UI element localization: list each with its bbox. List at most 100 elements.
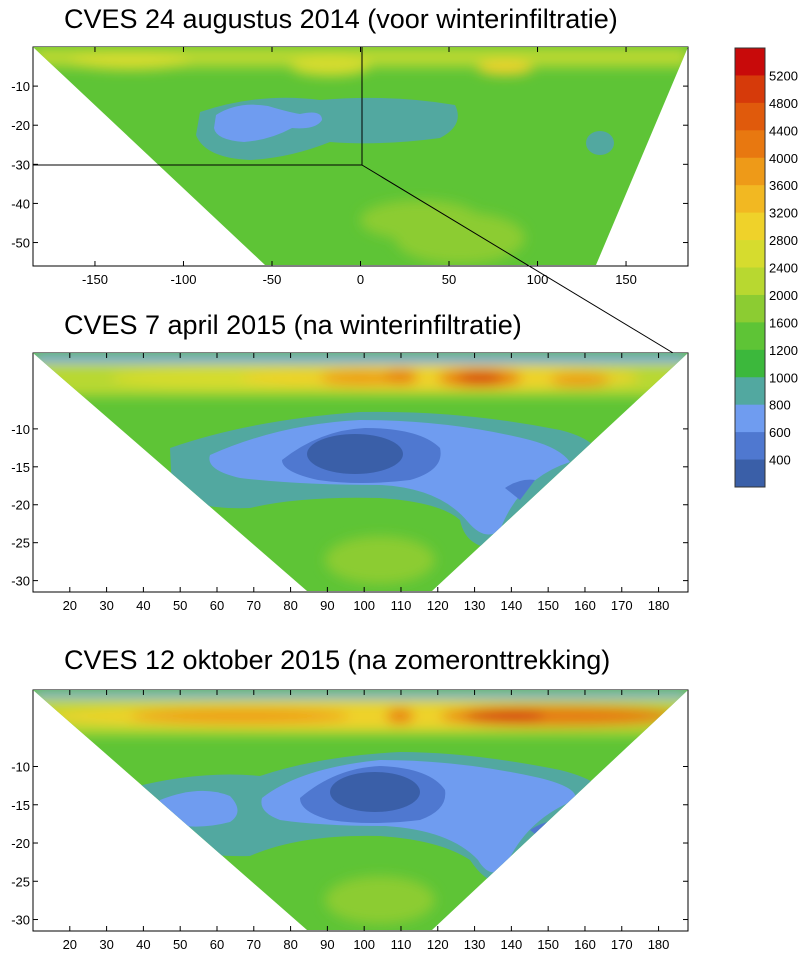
colorbar-label: 5200 — [769, 68, 798, 83]
x-tick-label: 140 — [501, 598, 523, 613]
x-tick-label: 110 — [391, 937, 412, 952]
x-tick-label: 40 — [136, 937, 150, 952]
x-tick-label: 150 — [537, 937, 559, 952]
x-tick-label: 0 — [357, 272, 364, 287]
colorbar-label: 1000 — [769, 370, 798, 385]
zoom-connector-line — [361, 164, 689, 363]
x-tick-label: 100 — [353, 937, 375, 952]
x-tick-label: 160 — [574, 937, 596, 952]
x-tick-label: 170 — [611, 598, 633, 613]
colorbar-label: 3200 — [769, 206, 798, 221]
x-tick-label: 110 — [391, 598, 412, 613]
y-tick-label: -30 — [11, 574, 30, 589]
x-tick-label: 120 — [427, 937, 449, 952]
panel-axes: -150 -100 -50 0 50 100 150 -10 -20 -30 -40 -50 — [11, 47, 688, 287]
x-tick-label: -100 — [170, 272, 196, 287]
x-tick-label: 70 — [247, 937, 261, 952]
colorbar-swatch — [735, 75, 765, 104]
x-tick-label: 80 — [283, 598, 297, 613]
x-tick-label: -150 — [82, 272, 108, 287]
x-tick-label: 100 — [527, 272, 549, 287]
colorbar-swatch — [735, 294, 765, 323]
colorbar-label: 2000 — [769, 288, 798, 303]
colorbar-label: 4800 — [769, 96, 798, 111]
x-tick-label: 180 — [648, 598, 670, 613]
colorbar-swatch — [735, 48, 765, 76]
x-tick-label: 170 — [611, 937, 633, 952]
x-tick-label: 40 — [136, 598, 150, 613]
colorbar-swatch — [735, 212, 765, 241]
colorbar-swatch — [735, 404, 765, 433]
x-tick-label: 30 — [99, 937, 113, 952]
x-tick-label: 80 — [283, 937, 297, 952]
colorbar-label: 3600 — [769, 178, 798, 193]
x-tick-label: 130 — [464, 598, 486, 613]
x-tick-label: 50 — [173, 937, 187, 952]
x-tick-label: 120 — [427, 598, 449, 613]
y-tick-label: -25 — [11, 536, 30, 551]
x-tick-label: 20 — [63, 598, 77, 613]
x-tick-label: 90 — [320, 937, 334, 952]
colorbar-swatch — [735, 157, 765, 186]
panel-aug-2014: CVES 24 augustus 2014 (voor winterinfilt… — [11, 4, 689, 287]
colorbar-swatch — [735, 267, 765, 296]
x-tick-label: 180 — [648, 937, 670, 952]
y-tick-label: -30 — [11, 157, 30, 172]
y-tick-label: -15 — [11, 460, 30, 475]
colorbar-label: 800 — [769, 398, 791, 413]
panel-oct-2015: CVES 12 oktober 2015 (na zomeronttrekkin… — [11, 645, 689, 952]
y-tick-label: -30 — [11, 913, 30, 928]
colorbar-frame — [734, 47, 766, 488]
colorbar-swatch — [735, 349, 765, 378]
x-tick-label: 140 — [501, 937, 523, 952]
colorbar-label: 400 — [769, 453, 791, 468]
x-tick-label: 90 — [320, 598, 334, 613]
y-tick-label: -10 — [11, 79, 30, 94]
y-tick-label: -10 — [11, 760, 30, 775]
x-tick-label: 60 — [210, 937, 224, 952]
y-tick-label: -20 — [11, 118, 30, 133]
y-tick-label: -25 — [11, 874, 30, 889]
panel-apr-2015: CVES 7 april 2015 (na winterinfiltratie) — [11, 310, 689, 613]
x-tick-label: 60 — [210, 598, 224, 613]
panel-title: CVES 7 april 2015 (na winterinfiltratie) — [64, 310, 522, 340]
panel-axes: 20 30 40 50 60 70 80 90 100 110 120 130 140 150 160 170… — [11, 353, 688, 613]
x-tick-label: 130 — [464, 937, 486, 952]
colorbar-label: 2800 — [769, 233, 798, 248]
colorbar-swatch — [735, 432, 765, 461]
y-tick-label: -15 — [11, 798, 30, 813]
colorbar-label: 4000 — [769, 151, 798, 166]
y-tick-label: -50 — [11, 236, 30, 251]
colorbar-swatch — [735, 459, 765, 488]
x-tick-label: 150 — [615, 272, 637, 287]
x-tick-label: -50 — [263, 272, 282, 287]
colorbar-swatch — [735, 185, 765, 214]
colorbar: 5200 4800 4400 4000 3600 3200 2800 2400 2000 1600… — [734, 47, 798, 488]
colorbar-swatch — [735, 322, 765, 351]
colorbar-swatch — [735, 240, 765, 268]
x-tick-label: 50 — [442, 272, 456, 287]
x-tick-label: 160 — [574, 598, 596, 613]
colorbar-label: 4400 — [769, 123, 798, 138]
colorbar-label: 600 — [769, 425, 791, 440]
x-tick-label: 20 — [63, 937, 77, 952]
x-tick-label: 70 — [247, 598, 261, 613]
x-tick-label: 50 — [173, 598, 187, 613]
colorbar-swatch — [735, 102, 765, 131]
y-tick-label: -20 — [11, 498, 30, 513]
y-tick-label: -20 — [11, 836, 30, 851]
y-tick-label: -40 — [11, 196, 30, 211]
x-tick-label: 30 — [99, 598, 113, 613]
panel-axes: 20 30 40 50 60 70 80 90 100 110 120 130 140 150 160 170… — [11, 690, 688, 952]
colorbar-swatch — [735, 377, 765, 406]
panel-title: CVES 24 augustus 2014 (voor winterinfilt… — [64, 4, 618, 34]
colorbar-label: 2400 — [769, 261, 798, 276]
panel-title: CVES 12 oktober 2015 (na zomeronttrekkin… — [64, 645, 610, 675]
colorbar-label: 1200 — [769, 343, 798, 358]
y-tick-label: -10 — [11, 422, 30, 437]
x-tick-label: 150 — [537, 598, 559, 613]
colorbar-label: 1600 — [769, 315, 798, 330]
colorbar-swatch — [735, 130, 765, 159]
x-tick-label: 100 — [353, 598, 375, 613]
